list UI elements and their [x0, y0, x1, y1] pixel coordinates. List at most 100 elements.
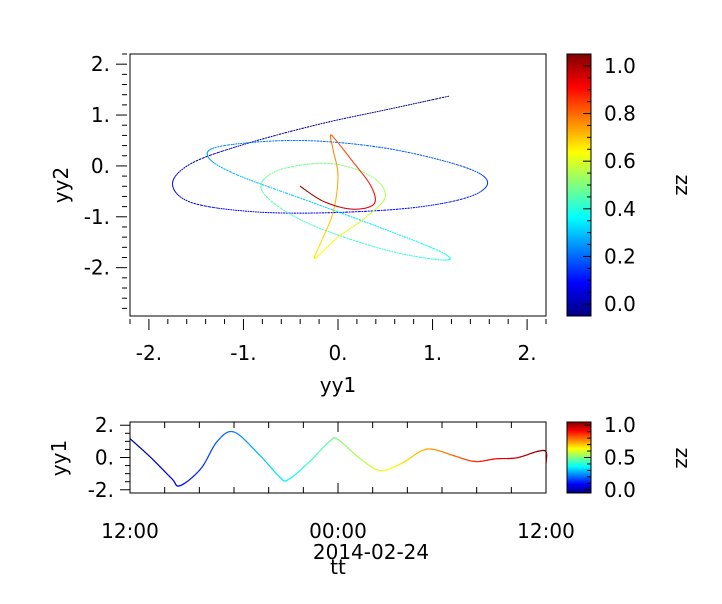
trajectory-segment	[199, 157, 204, 160]
trajectory-segment	[262, 184, 270, 188]
trajectory-segment	[370, 175, 374, 178]
main-plot-frame	[129, 53, 547, 317]
trajectory-segment	[453, 199, 459, 202]
x-tick-label: 2.	[518, 341, 537, 365]
trajectory-segment	[439, 96, 444, 99]
trajectory-segment	[460, 165, 465, 168]
trajectory-segment	[366, 145, 375, 147]
trajectory-segment	[229, 171, 235, 175]
trajectory-segment	[314, 225, 321, 229]
trajectory-segment	[268, 186, 276, 190]
trajectory-segment	[474, 192, 478, 195]
trajectory-segment	[427, 99, 434, 102]
time-y-tick-label: 2.	[95, 413, 114, 437]
trajectory-segment	[251, 180, 258, 184]
trajectory-segment	[325, 207, 333, 211]
trajectory-segment	[369, 223, 376, 227]
trajectory-segment	[336, 211, 344, 215]
trajectory-segment	[419, 256, 425, 259]
trajectory-segment	[408, 103, 415, 106]
trajectory-segment	[464, 196, 469, 199]
trajectory-segment	[206, 154, 211, 158]
trajectory-segment	[177, 194, 181, 198]
trajectory-segment	[426, 245, 431, 248]
trajectory-segment	[404, 254, 411, 257]
trajectory-segment	[432, 203, 439, 206]
trajectory-segment	[384, 108, 391, 111]
trajectory-segment	[370, 111, 377, 114]
trajectory-segment	[351, 167, 356, 170]
trajectory-segment	[304, 221, 311, 225]
y-tick-label: 2.	[91, 52, 110, 76]
trajectory-segment	[396, 208, 404, 210]
trajectory-segment	[290, 129, 298, 132]
trajectory-segment	[373, 145, 380, 148]
trajectory-segment	[476, 191, 480, 194]
trajectory-segment	[467, 167, 472, 170]
trajectory-segment	[233, 145, 240, 148]
trajectory-segment	[278, 168, 283, 171]
main-y-axis-label: yy2	[49, 167, 73, 203]
trajectory-segment	[380, 109, 386, 112]
y-tick-label: -2.	[84, 256, 110, 280]
colorbar-tick-label: 0.8	[604, 102, 636, 126]
trajectory-segment	[423, 100, 429, 103]
trajectory-segment	[190, 202, 196, 205]
trajectory-segment	[426, 156, 433, 159]
trajectory-segment	[349, 115, 357, 118]
trajectory-segment	[441, 202, 447, 204]
main-colorbar: 1.0 0.8 0.6 0.4 0.2 0.0 zz	[566, 53, 695, 317]
trajectory-segment	[341, 164, 347, 167]
trajectory-segment	[242, 142, 249, 146]
trajectory-segment	[241, 142, 248, 144]
trajectory-segment	[348, 166, 353, 169]
trajectory-segment	[279, 132, 287, 135]
trajectory-segment	[202, 156, 208, 159]
trajectory-segment	[300, 219, 306, 223]
time-x-axis-label: tt	[330, 555, 346, 579]
trajectory-segment	[280, 207, 286, 212]
trajectory-segment	[220, 145, 226, 147]
trajectory-segment	[384, 249, 391, 252]
trajectory-segment	[227, 143, 233, 146]
trajectory-segment	[452, 162, 458, 166]
time-plot: 12:00 00:00 12:00 2. 0. -2. 2014-02-24 tt yy…	[47, 413, 575, 579]
colorbar-tick-label: 1.0	[604, 54, 636, 78]
trajectory-segment	[431, 157, 439, 160]
trajectory-segment	[307, 125, 315, 128]
trajectory-segment	[477, 172, 481, 175]
trajectory-segment	[402, 150, 410, 154]
trajectory-segment	[274, 203, 279, 207]
trajectory-segment	[349, 238, 358, 242]
trajectory-segment	[204, 205, 211, 208]
trajectory-segment	[368, 174, 372, 177]
trajectory-segment	[356, 240, 364, 244]
trajectory-segment	[209, 153, 215, 156]
trajectory-segment	[213, 146, 217, 149]
trajectory-segment	[257, 138, 264, 141]
trajectory-segment	[261, 179, 265, 182]
trajectory-segment	[209, 206, 215, 209]
time-x-tick-label: 12:00	[517, 519, 575, 543]
time-plot-frame	[129, 421, 547, 494]
trajectory-segment	[418, 205, 425, 208]
trajectory-segment	[222, 208, 229, 210]
trajectory-segment	[437, 158, 444, 162]
trajectory-segment	[261, 190, 265, 194]
trajectory-segment	[217, 150, 223, 154]
trajectory-segment	[320, 205, 327, 209]
trajectory-segment	[381, 185, 384, 188]
trajectory-segment	[318, 122, 325, 125]
trajectory-segment	[355, 114, 362, 117]
trajectory-segment	[309, 201, 316, 205]
trajectory-segment	[297, 196, 305, 201]
trajectory-segment	[432, 98, 438, 101]
trajectory-segment	[389, 250, 396, 253]
trajectory-segment	[303, 199, 311, 203]
trajectory-segment	[407, 207, 415, 209]
trajectory-segment	[329, 120, 336, 123]
trajectory-segment	[441, 251, 445, 254]
trajectory-segment	[177, 171, 180, 175]
trajectory-segment	[323, 121, 331, 124]
time-colorbar-tick-label: 0.5	[604, 446, 636, 470]
